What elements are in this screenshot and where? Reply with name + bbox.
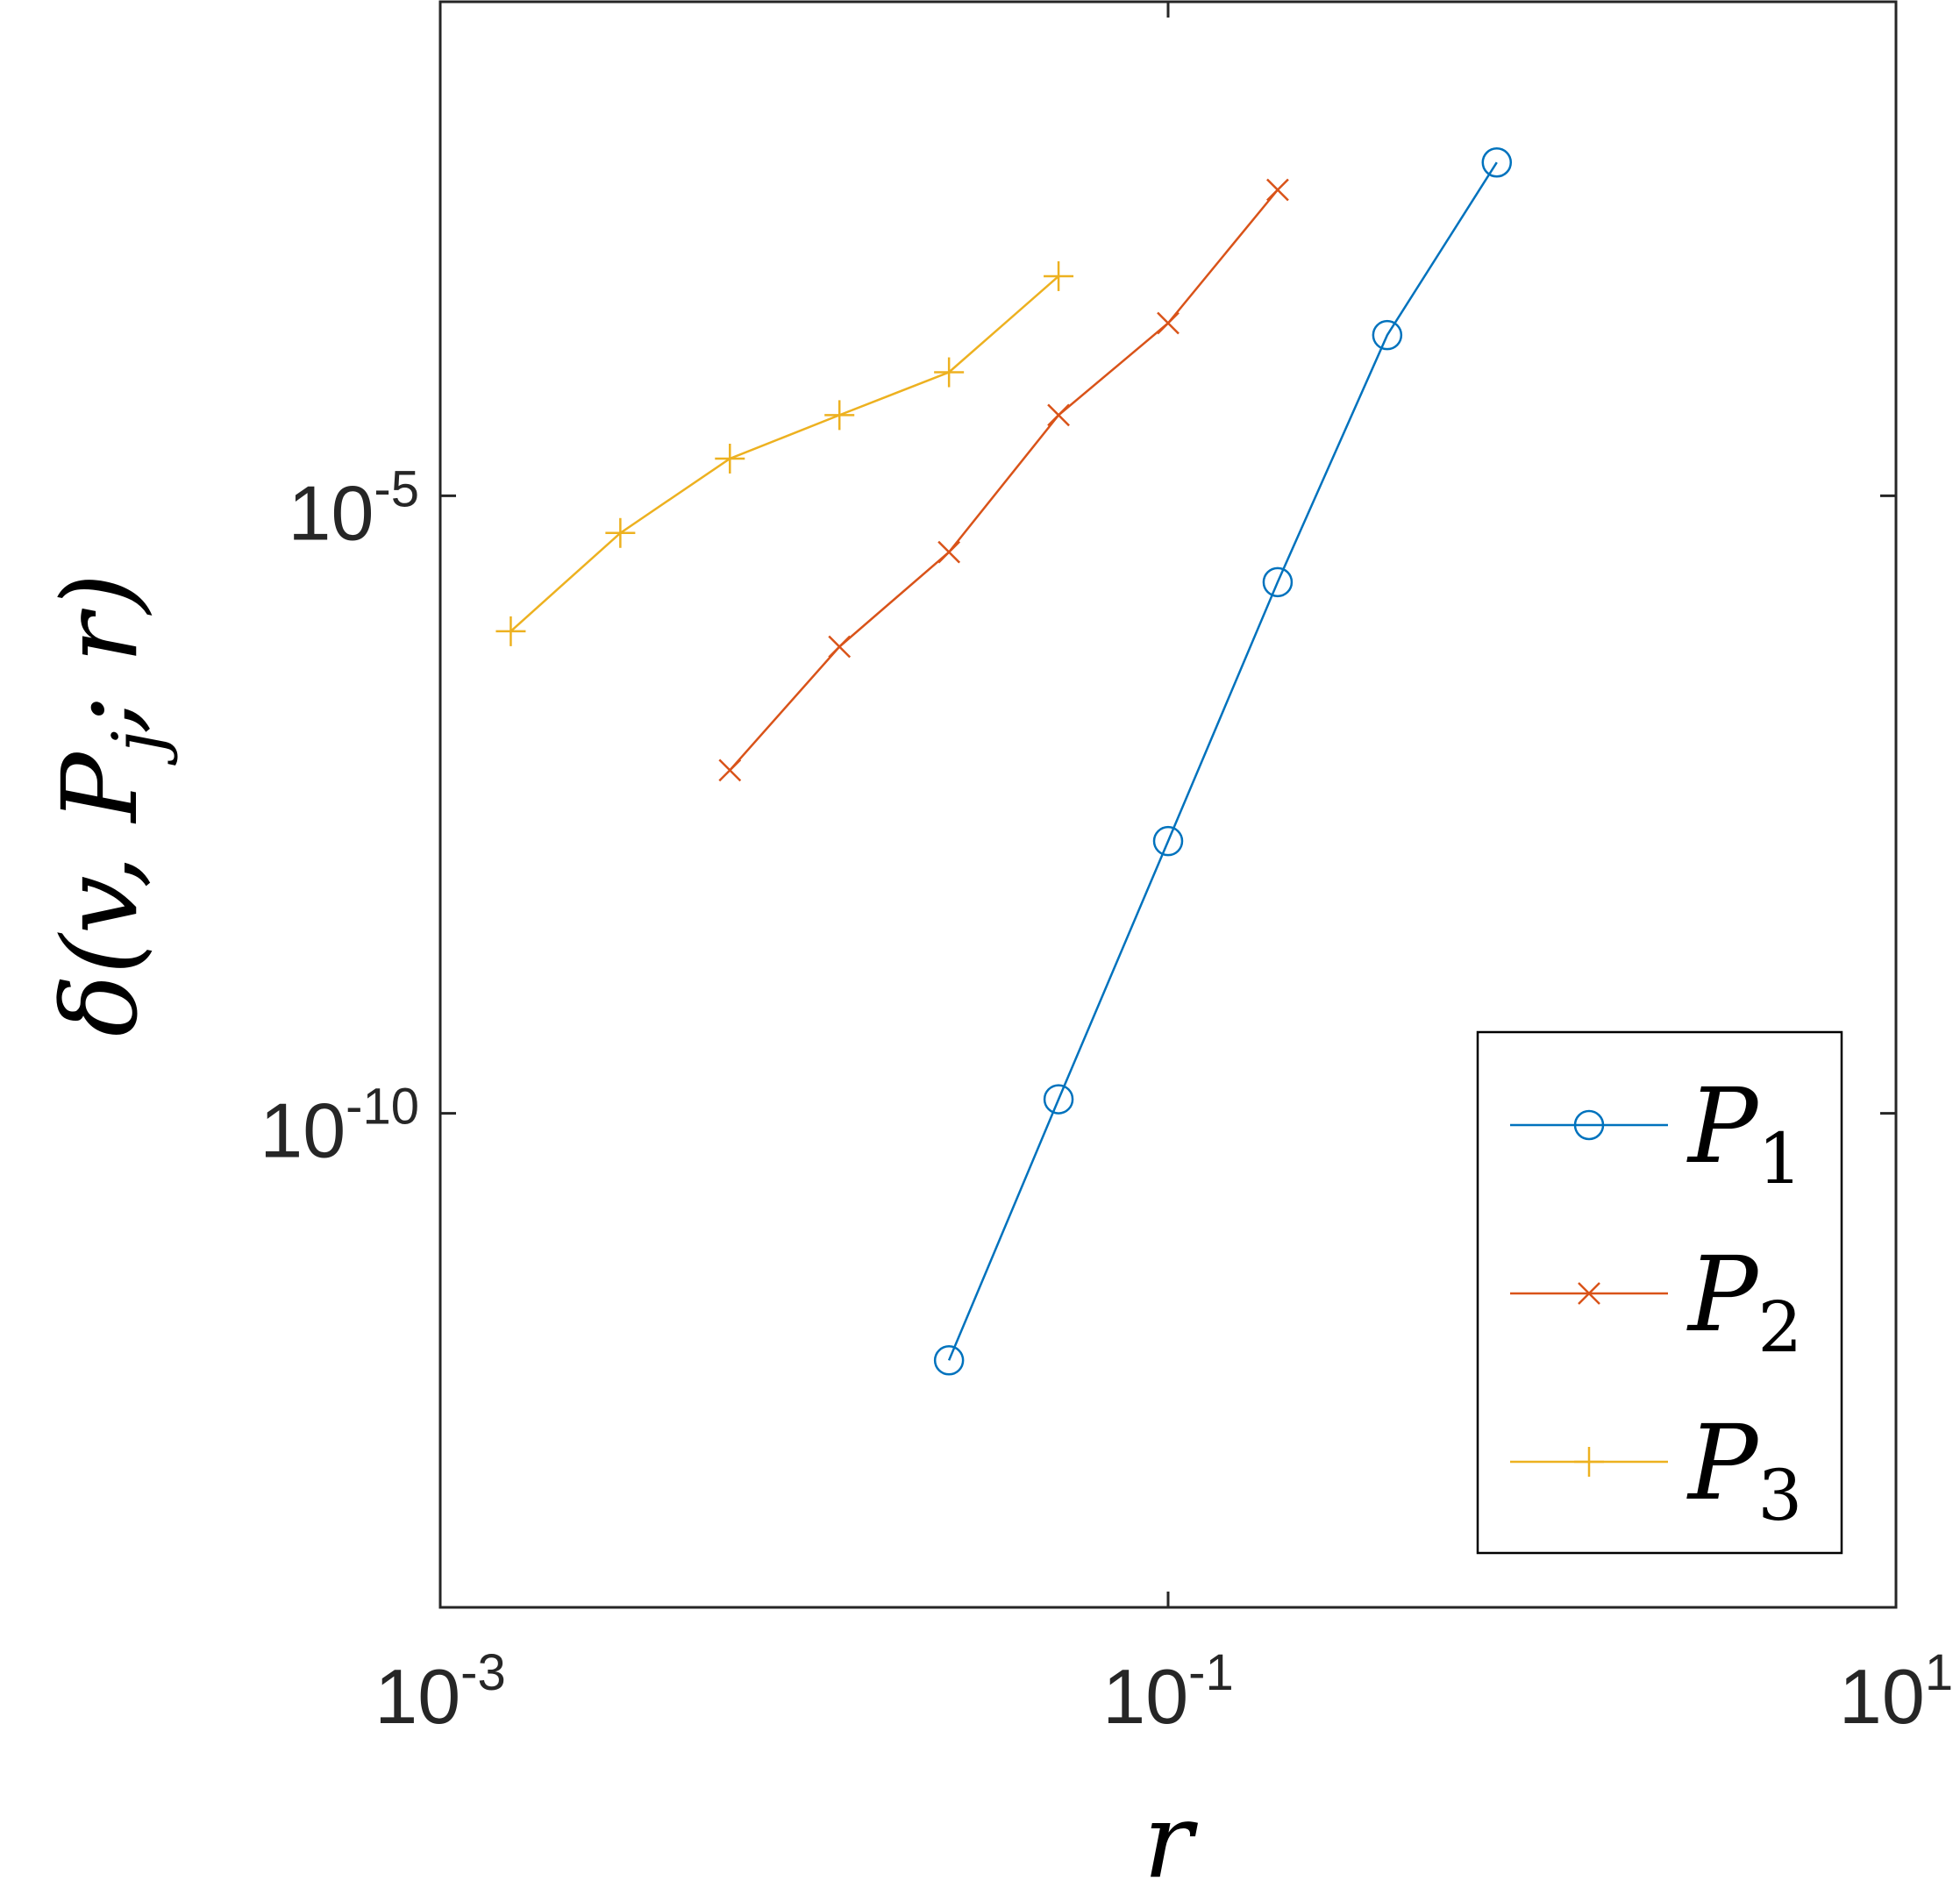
data-point	[937, 540, 961, 564]
y-tick-exponent: -10	[346, 1079, 419, 1136]
y-tick-base: 10	[289, 469, 374, 556]
series-line	[947, 161, 1498, 1361]
x-tick-base: 10	[1839, 1653, 1925, 1740]
data-point	[1152, 825, 1184, 857]
series	[495, 146, 1513, 1376]
data-point	[828, 635, 852, 659]
data-point	[718, 759, 742, 782]
series-p2	[718, 178, 1289, 782]
data-point	[1262, 566, 1294, 598]
legend-item-p2: P2	[1510, 1234, 1802, 1368]
data-point	[933, 1345, 965, 1376]
y-tick-label: 10-10	[260, 1079, 419, 1174]
svg-text:δ(v, Pj; r): δ(v, Pj; r)	[39, 573, 179, 1037]
data-point	[1157, 311, 1180, 335]
y-axis-label: δ(v, Pj; r)	[39, 573, 179, 1037]
data-point	[1372, 319, 1403, 351]
x-tick-label: 10-1	[1102, 1644, 1233, 1740]
x-axis-label: r	[1144, 1780, 1199, 1901]
y-tick-base: 10	[260, 1087, 346, 1174]
series-p1	[933, 146, 1513, 1376]
x-tick-exponent: -3	[460, 1644, 506, 1701]
x-tick-exponent: 1	[1925, 1644, 1953, 1701]
legend-marker	[1574, 1447, 1604, 1477]
data-point	[495, 616, 526, 646]
x-tick-label: 101	[1839, 1644, 1953, 1740]
series-line	[729, 189, 1279, 772]
y-tick-label: 10-5	[289, 460, 419, 556]
legend-marker	[1578, 1282, 1600, 1305]
data-point	[824, 400, 855, 431]
data-point	[1047, 403, 1070, 427]
x-tick-exponent: -1	[1188, 1644, 1234, 1701]
legend-label: P3	[1686, 1402, 1802, 1536]
legend-item-p3: P3	[1510, 1402, 1802, 1536]
legend-item-p1: P1	[1510, 1065, 1802, 1200]
legend: P1 P2 P3	[1476, 1030, 1843, 1555]
data-point	[715, 443, 745, 474]
legend-marker	[1573, 1109, 1605, 1141]
data-point	[934, 357, 965, 388]
series-line	[510, 274, 1059, 632]
series-p3	[495, 260, 1074, 646]
data-point	[1266, 178, 1289, 202]
x-tick-base: 10	[374, 1653, 460, 1740]
data-point	[1481, 146, 1513, 178]
legend-label: P2	[1686, 1234, 1802, 1368]
x-tick-label: 10-3	[374, 1644, 505, 1740]
data-point	[1044, 260, 1074, 291]
data-point	[1043, 1084, 1074, 1115]
data-point	[605, 517, 636, 548]
y-tick-exponent: -5	[374, 460, 419, 517]
x-tick-base: 10	[1102, 1653, 1188, 1740]
legend-label: P1	[1686, 1065, 1802, 1200]
